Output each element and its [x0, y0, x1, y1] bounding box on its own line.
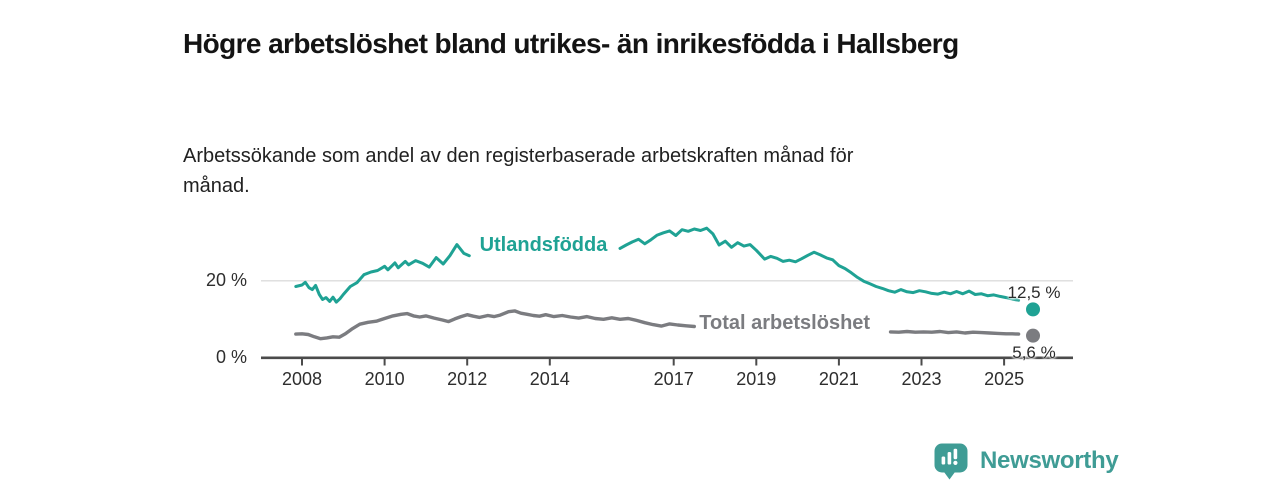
- line-foreign-born: [618, 226, 1021, 302]
- series-label-foreign-born: Utlandsfödda: [479, 233, 608, 256]
- chart-subtitle: Arbetssökande som andel av den registerb…: [183, 145, 854, 197]
- x-tick-label: 2021: [819, 369, 859, 389]
- x-tick-label: 2019: [736, 369, 776, 389]
- x-tick-label: 2014: [530, 369, 570, 389]
- brand-name: Newsworthy: [980, 447, 1119, 474]
- x-tick-label: 2017: [654, 369, 694, 389]
- x-tick-label: 2012: [447, 369, 487, 389]
- x-tick-label: 2025: [984, 369, 1024, 389]
- value-label-foreign-born: 12,5 %: [1007, 283, 1061, 303]
- value-label-total: 5,6 %: [1012, 342, 1056, 362]
- line-foreign-born: [294, 243, 471, 304]
- newsworthy-icon: [934, 443, 968, 480]
- y-tick-label-0: 0 %: [215, 347, 247, 367]
- end-dot-total: [1026, 328, 1041, 343]
- line-total: [294, 309, 696, 341]
- page-title: Högre arbetslöshet bland utrikes- än inr…: [183, 27, 959, 59]
- end-dot-foreign-born: [1026, 302, 1041, 317]
- x-tick-label: 2023: [901, 369, 941, 389]
- x-tick-label: 2008: [282, 369, 322, 389]
- y-tick-label-20: 20 %: [205, 270, 247, 290]
- x-tick-label: 2010: [365, 369, 405, 389]
- line-total: [888, 329, 1021, 336]
- series-label-total: Total arbetslöshet: [699, 311, 871, 334]
- newsworthy-logo[interactable]: Newsworthy: [933, 442, 1119, 480]
